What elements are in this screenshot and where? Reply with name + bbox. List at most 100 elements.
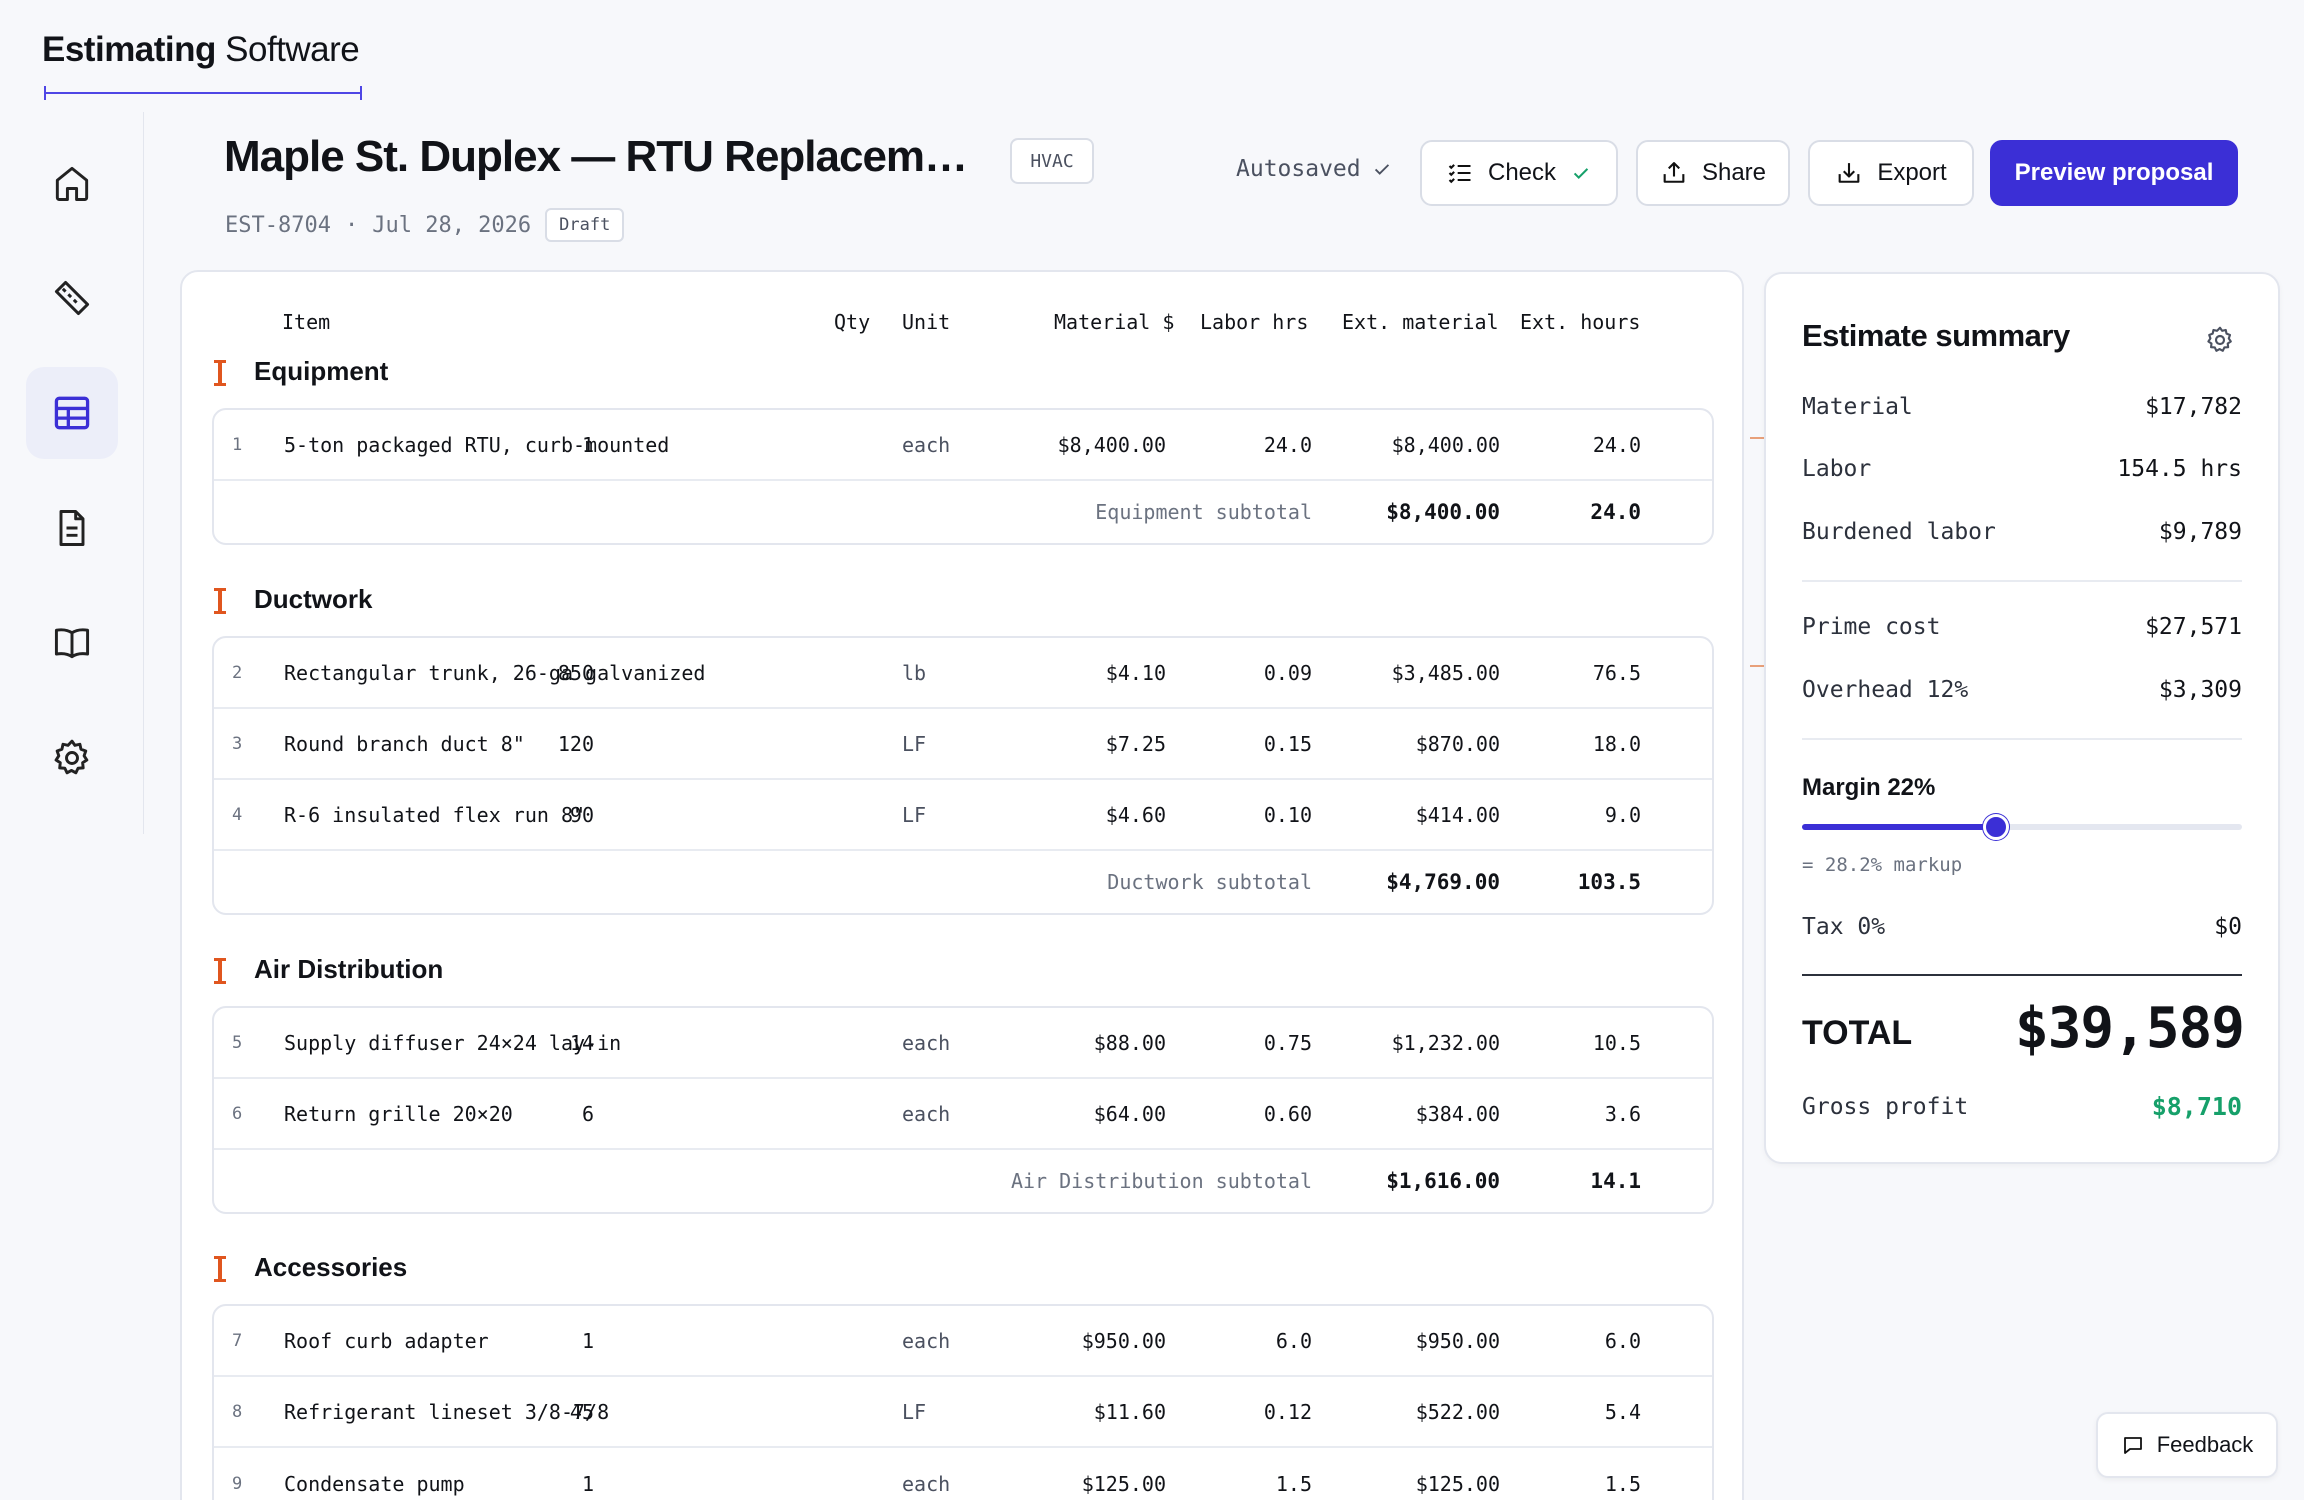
qty-value[interactable]: 90 xyxy=(569,802,594,827)
section-title-accessories[interactable]: Accessories xyxy=(254,1252,408,1282)
labor-value[interactable]: 0.15 xyxy=(1263,731,1312,756)
subtotal-label: Ductwork subtotal xyxy=(1107,870,1312,894)
material-value[interactable]: $11.60 xyxy=(1093,1399,1166,1424)
table-row[interactable]: 8 Refrigerant lineset 3/8-7/8 45 LF $11.… xyxy=(214,1377,1712,1448)
qty-value[interactable]: 120 xyxy=(557,731,594,756)
nav-settings[interactable] xyxy=(26,712,118,804)
unit-value[interactable]: LF xyxy=(902,731,927,756)
check-button[interactable]: Check xyxy=(1420,140,1618,206)
nav-estimate[interactable] xyxy=(26,367,118,459)
page-title[interactable]: Maple St. Duplex — RTU Replacem… xyxy=(224,132,968,181)
section-title-air-distribution[interactable]: Air Distribution xyxy=(254,954,444,984)
item-name[interactable]: 5-ton packaged RTU, curb-mounted xyxy=(284,432,670,457)
item-name[interactable]: Return grille 20×20 xyxy=(284,1101,513,1126)
home-icon xyxy=(55,166,89,201)
tax-value: $0 xyxy=(2214,914,2242,940)
table-row[interactable]: 9 Condensate pump 1 each $125.00 1.5 $12… xyxy=(214,1448,1712,1500)
table-row[interactable]: 4 R-6 insulated flex run 8" 90 LF $4.60 … xyxy=(214,780,1712,851)
estimate-id: EST-8704 xyxy=(225,212,331,238)
export-button[interactable]: Export xyxy=(1808,140,1974,206)
ext-hours-value: 10.5 xyxy=(1592,1030,1641,1055)
margin-slider-handle[interactable] xyxy=(1982,814,2009,840)
nav-library[interactable] xyxy=(26,597,118,689)
nav-home[interactable] xyxy=(26,137,118,229)
item-name[interactable]: Roof curb adapter xyxy=(284,1328,489,1353)
burdened-label: Burdened labor xyxy=(1802,519,1996,545)
qty-value[interactable]: 14 xyxy=(569,1030,594,1055)
labor-value[interactable]: 0.75 xyxy=(1263,1030,1312,1055)
nav-takeoff[interactable] xyxy=(26,252,118,344)
column-header-labor: Labor hrs xyxy=(1200,310,1309,334)
section-marker xyxy=(214,360,226,386)
ext-hours-value: 1.5 xyxy=(1604,1471,1641,1496)
qty-value[interactable]: 1 xyxy=(581,1471,594,1496)
item-name[interactable]: Supply diffuser 24×24 lay-in xyxy=(284,1030,622,1055)
labor-value[interactable]: 0.10 xyxy=(1263,802,1312,827)
column-header-ext-material: Ext. material xyxy=(1342,310,1499,334)
labor-value[interactable]: 6.0 xyxy=(1275,1328,1312,1353)
table-row[interactable]: 5 Supply diffuser 24×24 lay-in 14 each $… xyxy=(214,1008,1712,1079)
ext-hours-value: 9.0 xyxy=(1604,802,1641,827)
table-row[interactable]: 6 Return grille 20×20 6 each $64.00 0.60… xyxy=(214,1079,1712,1150)
unit-value[interactable]: each xyxy=(902,1101,951,1126)
section-marker xyxy=(214,1256,226,1282)
material-value[interactable]: $8,400.00 xyxy=(1057,432,1166,457)
summary-tax-row[interactable]: Tax 0% $0 xyxy=(1802,914,2242,940)
qty-value[interactable]: 1 xyxy=(581,1328,594,1353)
table-row[interactable]: 3 Round branch duct 8" 120 LF $7.25 0.15… xyxy=(214,709,1712,780)
qty-value[interactable]: 45 xyxy=(569,1399,594,1424)
summary-settings-icon[interactable] xyxy=(2204,324,2236,356)
item-name[interactable]: Round branch duct 8" xyxy=(284,731,525,756)
subtotal-label: Air Distribution subtotal xyxy=(1010,1169,1312,1193)
ext-material-value: $125.00 xyxy=(1415,1471,1500,1496)
qty-value[interactable]: 850 xyxy=(557,660,594,685)
item-name[interactable]: Rectangular trunk, 26-ga galvanized xyxy=(284,660,706,685)
item-name[interactable]: Condensate pump xyxy=(284,1471,465,1496)
table-row[interactable]: 7 Roof curb adapter 1 each $950.00 6.0 $… xyxy=(214,1306,1712,1377)
summary-divider xyxy=(1802,580,2242,582)
preview-proposal-button[interactable]: Preview proposal xyxy=(1990,140,2238,206)
unit-value[interactable]: LF xyxy=(902,1399,927,1424)
labor-value[interactable]: 0.12 xyxy=(1263,1399,1312,1424)
unit-value[interactable]: LF xyxy=(902,802,927,827)
nav-documents[interactable] xyxy=(26,482,118,574)
ruler-icon xyxy=(54,280,90,316)
row-number: 6 xyxy=(232,1103,243,1124)
feedback-button[interactable]: Feedback xyxy=(2096,1412,2278,1478)
material-value[interactable]: $4.60 xyxy=(1105,802,1166,827)
material-value[interactable]: $88.00 xyxy=(1093,1030,1166,1055)
item-name[interactable]: Refrigerant lineset 3/8-7/8 xyxy=(284,1399,610,1424)
material-value[interactable]: $7.25 xyxy=(1105,731,1166,756)
labor-value[interactable]: 24.0 xyxy=(1263,432,1312,457)
unit-value[interactable]: each xyxy=(902,1030,951,1055)
item-name[interactable]: R-6 insulated flex run 8" xyxy=(284,802,586,827)
unit-value[interactable]: each xyxy=(902,1328,951,1353)
unit-value[interactable]: lb xyxy=(902,660,927,685)
total-value: $39,589 xyxy=(2014,996,2245,1061)
labor-value[interactable]: 1.5 xyxy=(1275,1471,1312,1496)
markup-note: = 28.2% markup xyxy=(1802,854,1963,876)
table-row[interactable]: 2 Rectangular trunk, 26-ga galvanized 85… xyxy=(214,638,1712,709)
margin-slider[interactable] xyxy=(1802,814,2242,840)
qty-value[interactable]: 6 xyxy=(581,1101,594,1126)
section-title-equipment[interactable]: Equipment xyxy=(254,356,389,386)
material-value[interactable]: $64.00 xyxy=(1093,1101,1166,1126)
unit-value[interactable]: each xyxy=(902,1471,951,1496)
row-number: 7 xyxy=(232,1330,243,1351)
share-button[interactable]: Share xyxy=(1636,140,1790,206)
trade-badge: HVAC xyxy=(1010,138,1094,184)
material-value[interactable]: $125.00 xyxy=(1081,1471,1166,1496)
table-row[interactable]: 1 5-ton packaged RTU, curb-mounted 1 eac… xyxy=(214,410,1712,481)
section-title-ductwork[interactable]: Ductwork xyxy=(254,584,373,614)
subtotal-material: $4,769.00 xyxy=(1386,870,1500,894)
section-marker xyxy=(214,588,226,614)
qty-value[interactable]: 1 xyxy=(581,432,594,457)
summary-overhead-row[interactable]: Overhead 12% $3,309 xyxy=(1802,677,2242,703)
labor-value[interactable]: 0.60 xyxy=(1263,1101,1312,1126)
unit-value[interactable]: each xyxy=(902,432,951,457)
labor-value[interactable]: 0.09 xyxy=(1263,660,1312,685)
material-value[interactable]: $950.00 xyxy=(1081,1328,1166,1353)
table-icon xyxy=(54,396,90,430)
app-brand: Estimating Software xyxy=(42,30,360,69)
material-value[interactable]: $4.10 xyxy=(1105,660,1166,685)
